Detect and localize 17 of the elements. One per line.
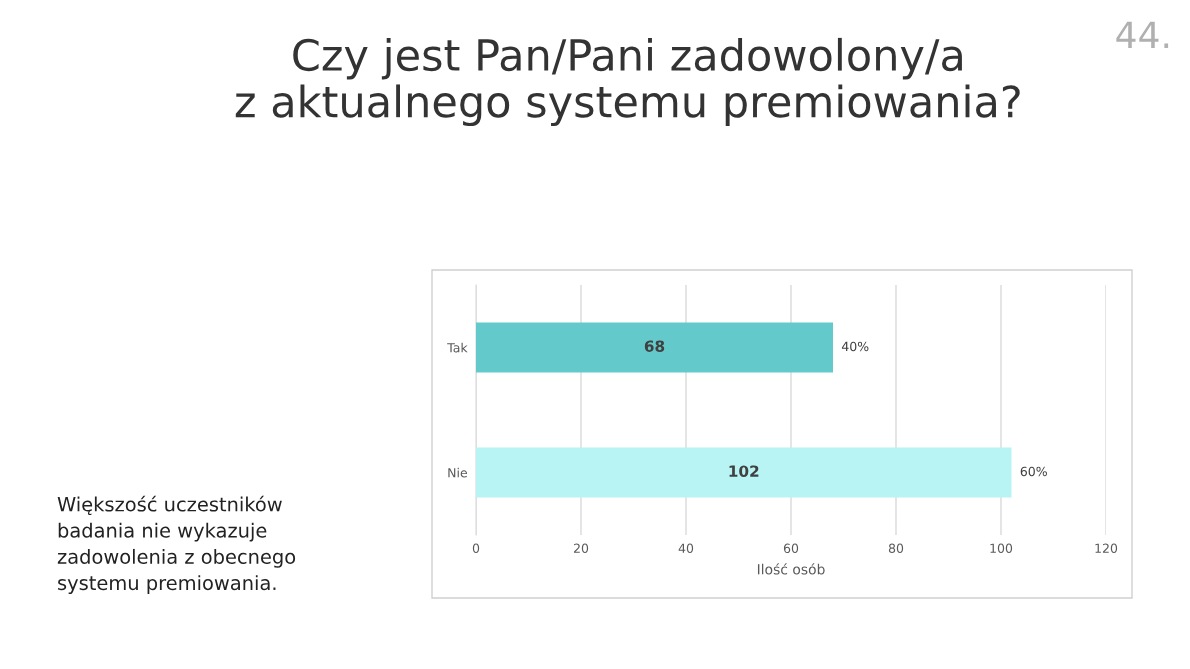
x-axis-title: Ilość osób	[757, 563, 825, 575]
x-tick-label: 60	[783, 543, 799, 554]
x-tick-label: 40	[678, 543, 694, 554]
x-tick-label: 120	[1095, 543, 1118, 554]
x-tick-label: 20	[573, 543, 589, 554]
data-label: 102	[729, 465, 759, 477]
annotation: 60%	[1020, 466, 1047, 477]
annotation: 40%	[841, 341, 869, 352]
x-tick-label: 100	[990, 543, 1013, 554]
x-tick-label: 80	[888, 543, 904, 554]
chart-title: Czy jest Pan/Pani zadowolony/a z aktualnego systemu premiowania?	[235, 37, 1020, 127]
x-tick-label: 0	[472, 543, 480, 554]
y-tick-label: Tak	[447, 342, 468, 353]
data-label: 68	[644, 340, 665, 352]
y-tick-label: Nie	[448, 467, 467, 478]
text: Większość uczestników badania nie wykazuje zadowolenia z obecnego systemu premiowania.	[57, 495, 296, 594]
text: 44.	[1116, 21, 1169, 48]
